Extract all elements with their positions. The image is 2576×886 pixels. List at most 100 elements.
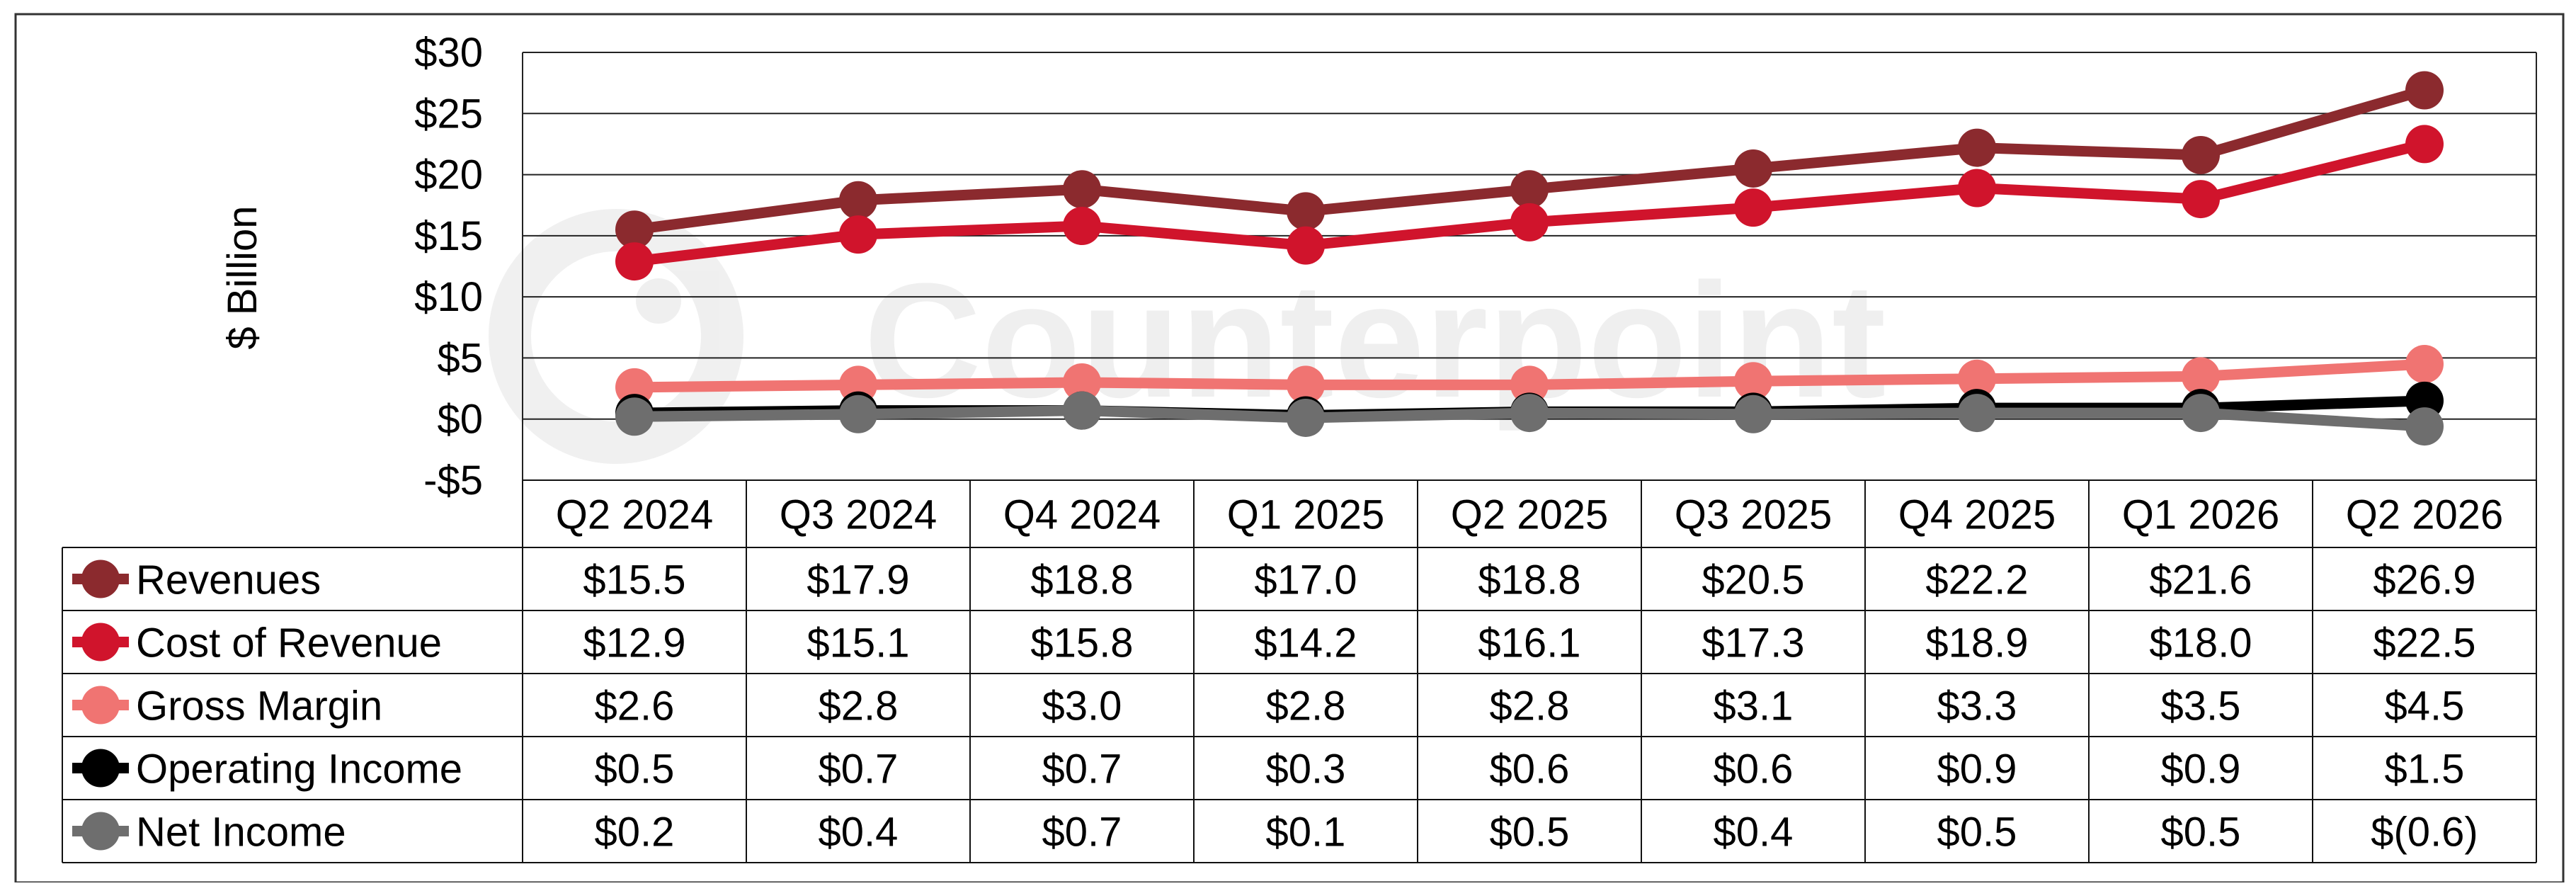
x-tick-label: Q3 2025 bbox=[1675, 492, 1833, 538]
data-point-cost-of-revenue bbox=[1287, 226, 1325, 265]
y-tick-label: $15 bbox=[414, 213, 483, 259]
data-point-cost-of-revenue bbox=[1734, 188, 1772, 227]
data-label: $0.5 bbox=[595, 746, 675, 793]
data-point-revenues bbox=[1287, 192, 1325, 231]
data-point-gross-margin bbox=[2405, 345, 2444, 384]
data-point-revenues bbox=[1510, 170, 1549, 209]
data-label: $2.6 bbox=[595, 683, 675, 729]
data-label: $21.6 bbox=[2149, 557, 2252, 603]
y-tick-label: $0 bbox=[437, 397, 483, 443]
table-row-net-income: Net Income $0.2 $0.4 $0.7 $0.1 $0.5 $0.4 $0.5 $0… bbox=[72, 810, 2478, 856]
data-point-gross-margin bbox=[1287, 365, 1325, 404]
data-label: $0.3 bbox=[1266, 746, 1346, 793]
data-label: $0.6 bbox=[1490, 746, 1570, 793]
legend-label: Operating Income bbox=[136, 746, 462, 793]
data-label: $15.5 bbox=[583, 557, 685, 603]
data-point-gross-margin bbox=[1958, 359, 1996, 398]
data-point-cost-of-revenue bbox=[2182, 180, 2220, 219]
data-label: $0.6 bbox=[1714, 746, 1794, 793]
y-tick-label: $5 bbox=[437, 335, 483, 381]
data-label: $18.9 bbox=[1925, 620, 2028, 666]
x-tick-label: Q2 2024 bbox=[556, 492, 714, 538]
data-point-revenues bbox=[2405, 71, 2444, 110]
data-label: $4.5 bbox=[2385, 683, 2465, 729]
data-label: $0.7 bbox=[1042, 746, 1122, 793]
data-label: $17.9 bbox=[807, 557, 909, 603]
data-label: $18.8 bbox=[1030, 557, 1133, 603]
data-point-cost-of-revenue bbox=[1958, 169, 1996, 208]
data-label: $3.5 bbox=[2161, 683, 2241, 729]
data-label: $14.2 bbox=[1254, 620, 1357, 666]
table-row-cost-of-revenue: Cost of Revenue $12.9 $15.1 $15.8 $14.2 $16.1… bbox=[72, 620, 2476, 666]
series-lines bbox=[615, 71, 2444, 446]
legend-label: Cost of Revenue bbox=[136, 620, 442, 666]
data-point-net-income bbox=[839, 394, 877, 433]
data-label: $0.1 bbox=[1266, 810, 1346, 856]
data-point-gross-margin bbox=[1510, 365, 1549, 404]
legend-label: Gross Margin bbox=[136, 683, 382, 729]
data-table: Q2 2024 Q3 2024 Q4 2024 Q1 2025 Q2 2025 Q3 20… bbox=[62, 479, 2537, 863]
data-point-net-income bbox=[1063, 391, 1101, 430]
data-label: $22.2 bbox=[1925, 557, 2028, 603]
data-label: $18.8 bbox=[1478, 557, 1580, 603]
y-tick-label: $10 bbox=[414, 274, 483, 320]
table-row-gross-margin: Gross Margin $2.6 $2.8 $3.0 $2.8 $2.8 $3.1 $3.3… bbox=[72, 683, 2464, 729]
legend-marker-revenues bbox=[81, 560, 120, 598]
data-label: $1.5 bbox=[2385, 746, 2465, 793]
data-label: $3.3 bbox=[1937, 683, 2017, 729]
data-point-revenues bbox=[1734, 149, 1772, 188]
data-label: $20.5 bbox=[1702, 557, 1804, 603]
watermark-text: Counterpoint bbox=[864, 249, 1886, 431]
data-label: $22.5 bbox=[2373, 620, 2475, 666]
data-label: $0.9 bbox=[1937, 746, 2017, 793]
outer-frame bbox=[14, 13, 2565, 884]
data-label: $2.8 bbox=[1490, 683, 1570, 729]
data-label: $0.5 bbox=[2161, 810, 2241, 856]
data-point-cost-of-revenue bbox=[1063, 207, 1101, 246]
legend-marker-gross-margin bbox=[81, 686, 120, 725]
table-row-revenues: Revenues $15.5 $17.9 $18.8 $17.0 $18.8 $20.5 $2… bbox=[72, 557, 2476, 603]
data-label: $0.2 bbox=[595, 810, 675, 856]
series-cost-of-revenue bbox=[615, 125, 2444, 281]
x-tick-label: Q2 2026 bbox=[2346, 492, 2504, 538]
data-point-net-income bbox=[2182, 394, 2220, 433]
legend-label: Net Income bbox=[136, 810, 346, 856]
y-tick-label: $20 bbox=[414, 152, 483, 198]
data-point-net-income bbox=[1287, 398, 1325, 437]
data-point-revenues bbox=[615, 210, 654, 249]
data-point-cost-of-revenue bbox=[615, 242, 654, 281]
legend-marker-cost-of-revenue bbox=[81, 623, 120, 661]
series-gross-margin bbox=[615, 345, 2444, 407]
legend-marker-net-income bbox=[81, 812, 120, 851]
data-label: $12.9 bbox=[583, 620, 685, 666]
x-tick-label: Q4 2024 bbox=[1003, 492, 1161, 538]
data-point-net-income bbox=[615, 397, 654, 436]
data-label: $16.1 bbox=[1478, 620, 1580, 666]
y-tick-labels: -$5 $0 $5 $10 $15 $20 $25 $30 bbox=[414, 30, 483, 504]
table-row-operating-income: Operating Income $0.5 $0.7 $0.7 $0.3 $0.6 $0.6… bbox=[72, 746, 2464, 793]
series-revenues bbox=[615, 71, 2444, 249]
data-point-net-income bbox=[1510, 394, 1549, 433]
legend-label: Revenues bbox=[136, 557, 321, 603]
data-label: $0.7 bbox=[819, 746, 899, 793]
data-point-cost-of-revenue bbox=[2405, 125, 2444, 164]
x-tick-label: Q3 2024 bbox=[780, 492, 937, 538]
data-label: $2.8 bbox=[1266, 683, 1346, 729]
data-point-cost-of-revenue bbox=[1510, 203, 1549, 242]
data-point-cost-of-revenue bbox=[839, 215, 877, 254]
x-tick-label: Q2 2025 bbox=[1451, 492, 1609, 538]
data-point-revenues bbox=[1958, 128, 1996, 167]
data-label: $17.3 bbox=[1702, 620, 1804, 666]
x-tick-label: Q1 2025 bbox=[1227, 492, 1385, 538]
data-point-gross-margin bbox=[2182, 357, 2220, 396]
data-point-net-income bbox=[2405, 407, 2444, 446]
data-label: $(0.6) bbox=[2371, 810, 2478, 856]
data-point-revenues bbox=[2182, 135, 2220, 174]
y-tick-label: $30 bbox=[414, 30, 483, 76]
y-axis-label: $ Billion bbox=[220, 205, 266, 349]
data-point-revenues bbox=[839, 181, 877, 220]
data-point-net-income bbox=[1734, 394, 1772, 433]
x-tick-label: Q4 2025 bbox=[1898, 492, 2056, 538]
data-label: $15.1 bbox=[807, 620, 909, 666]
